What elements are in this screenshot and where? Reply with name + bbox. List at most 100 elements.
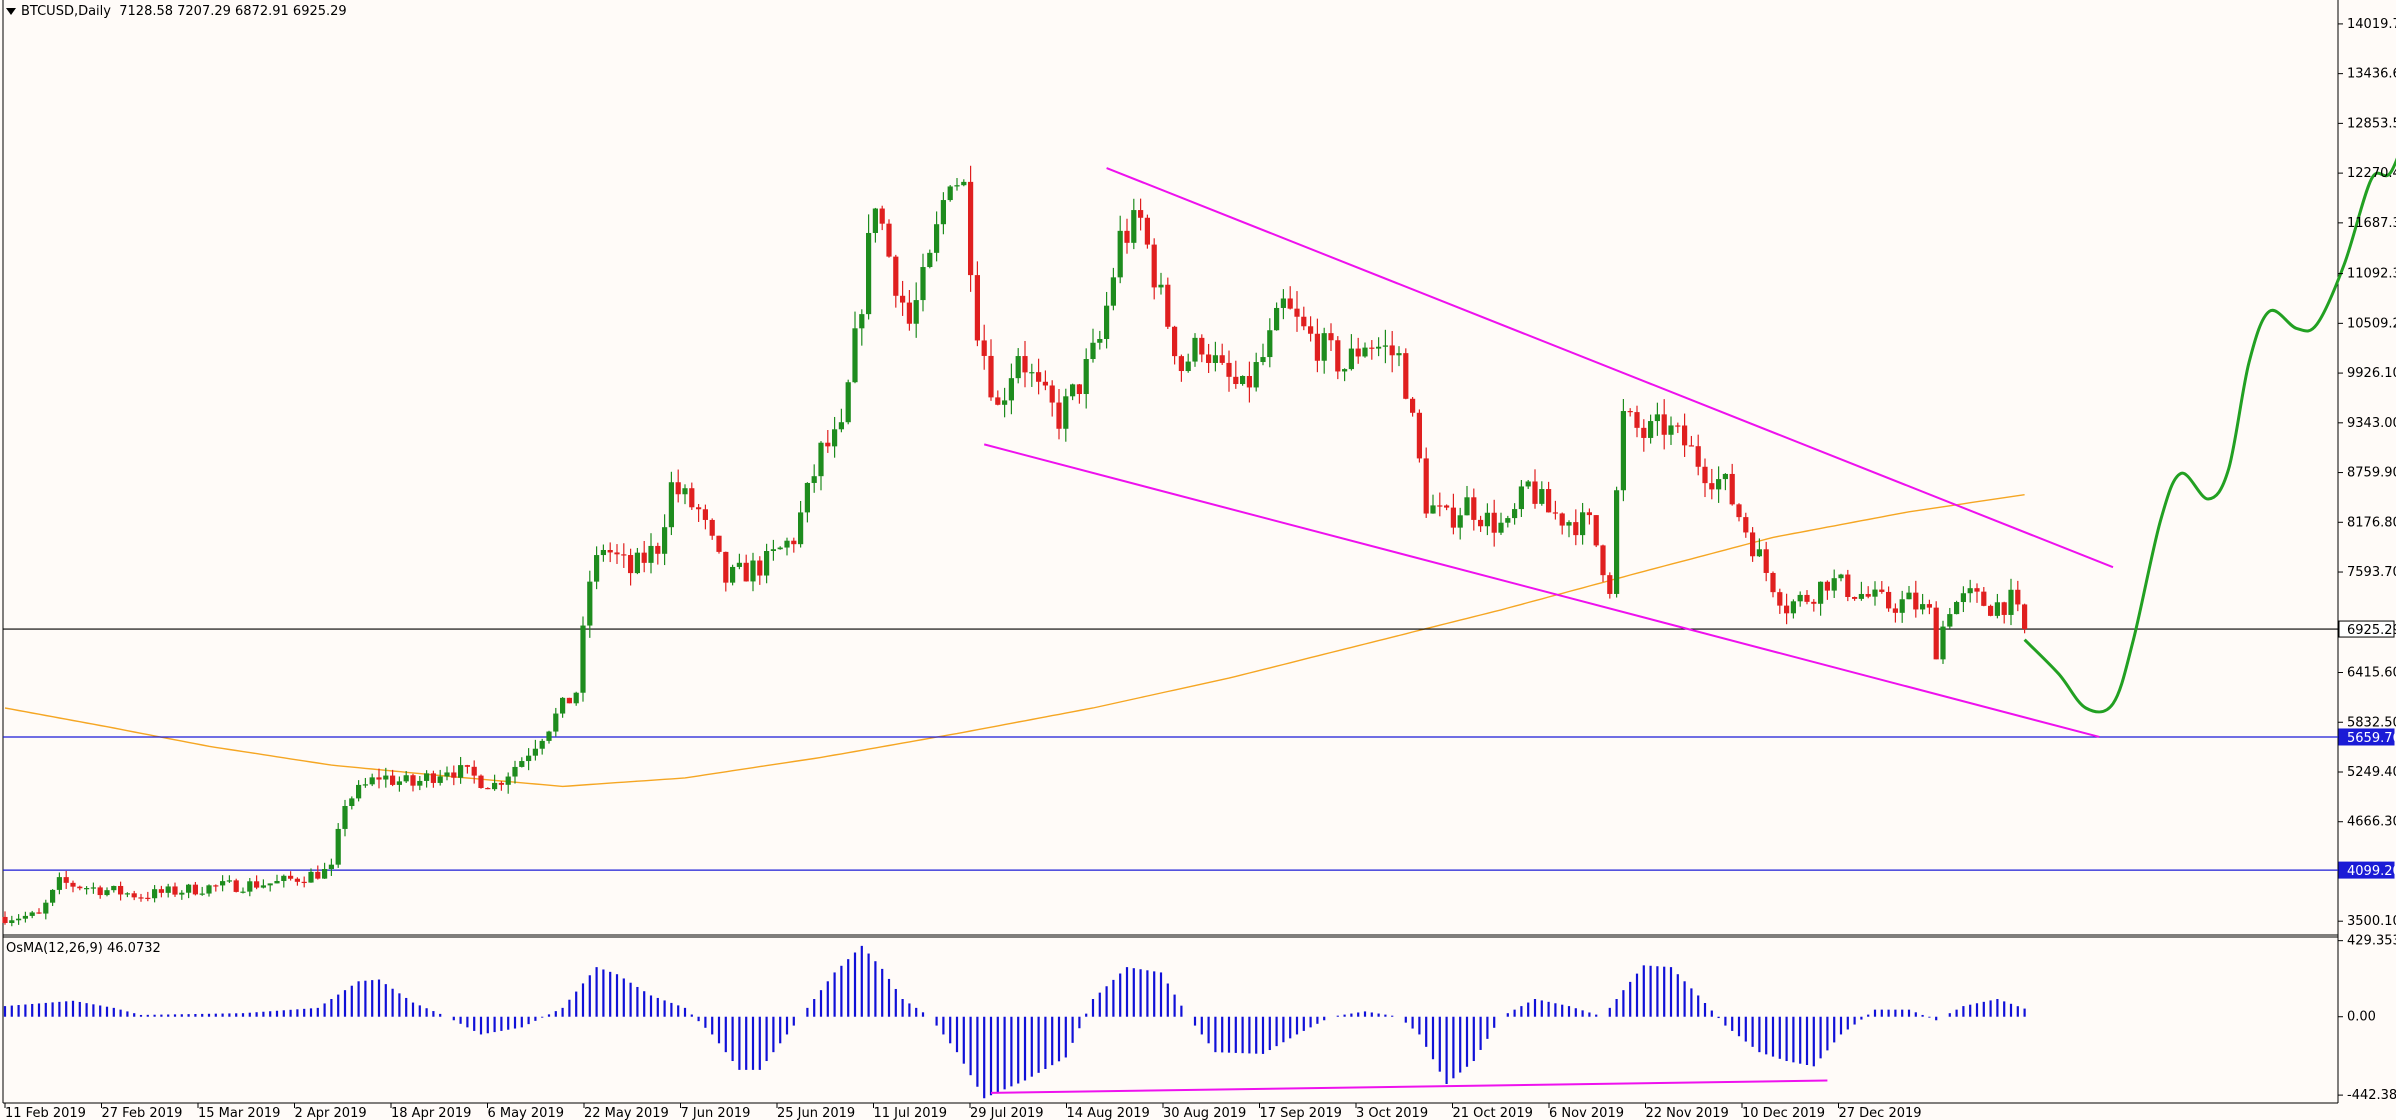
candle-body [519, 761, 525, 767]
candle-body [655, 545, 661, 554]
candle-body [1831, 578, 1837, 591]
candle-body [716, 535, 722, 552]
candle-body [1036, 372, 1042, 382]
candle-body [2001, 602, 2007, 615]
candle-body [1865, 593, 1871, 597]
osma-label: OsMA(12,26,9) 46.0732 [6, 941, 161, 956]
price-tick-label: 6415.60 [2347, 666, 2396, 681]
price-tick-label: 8176.80 [2347, 515, 2396, 530]
candle-body [1172, 326, 1178, 357]
candle-body [376, 777, 382, 780]
candle-body [1260, 357, 1266, 363]
candle-body [430, 773, 436, 783]
candle-body [1886, 591, 1892, 609]
candle-body [906, 302, 912, 324]
candle-body [1321, 333, 1327, 361]
osma-tick-label: -442.3844 [2347, 1088, 2396, 1103]
candle-body [1512, 509, 1518, 519]
candle-body [607, 549, 613, 553]
candle-body [308, 871, 314, 883]
candle-body [1104, 305, 1110, 339]
candle-body [478, 775, 484, 789]
candle-body [1702, 466, 1708, 484]
candle-body [879, 208, 885, 224]
candle-body [1138, 210, 1144, 218]
candle-body [1226, 362, 1232, 377]
candle-body [444, 772, 450, 777]
price-tag-box [2338, 620, 2395, 638]
candle-body [138, 897, 144, 899]
candle-body [1593, 515, 1599, 546]
candle-body [1525, 481, 1531, 487]
dropdown-arrow-icon[interactable] [6, 8, 16, 15]
candle-body [526, 755, 532, 762]
projection-path [2023, 157, 2396, 714]
candle-body [600, 549, 606, 556]
chart-symbol: BTCUSD,Daily [21, 4, 111, 19]
candle-body [1620, 411, 1626, 491]
date-axis: 11 Feb 2019 27 Feb 2019 15 Mar 2019 2 Apr 2… [4, 1103, 1922, 1120]
candle-body [1804, 594, 1810, 602]
candle-body [260, 885, 266, 888]
candle-body [1777, 592, 1783, 606]
candle-body [1342, 369, 1348, 372]
candle-body [1464, 497, 1470, 516]
candle-body [1852, 596, 1858, 599]
date-tick-label: 3 Oct 2019 [1356, 1106, 1428, 1120]
candle-body [750, 560, 756, 582]
candle-body [1906, 592, 1912, 600]
candle-body [492, 782, 498, 790]
candle-body [662, 527, 668, 554]
candle-body [145, 897, 151, 899]
candle-body [2015, 589, 2021, 605]
candle-body [63, 877, 69, 883]
candle-body [1403, 353, 1409, 399]
price-tag-label: 4099.20 [2347, 864, 2396, 879]
candle-body [1253, 362, 1259, 388]
price-tag-label: 6925.29 [2347, 623, 2396, 638]
candle-body [2, 916, 8, 923]
date-tick-label: 7 Jun 2019 [681, 1106, 751, 1120]
candle-body [532, 748, 538, 756]
candle-body [1131, 210, 1137, 243]
candle-body [22, 915, 28, 919]
chart-ohlc: 7128.58 7207.29 6872.91 6925.29 [119, 4, 347, 19]
price-tick-label: 13436.60 [2347, 67, 2396, 82]
candle-body [356, 784, 362, 799]
candle-body [845, 382, 851, 423]
ma-line [4, 494, 2025, 788]
candle-body [1294, 308, 1300, 317]
candle-body [1729, 473, 1735, 505]
candle-body [968, 181, 974, 276]
candle-body [1042, 381, 1048, 386]
candle-body [1580, 512, 1586, 536]
candle-body [84, 888, 90, 890]
candle-body [1926, 604, 1932, 608]
candle-body [403, 775, 409, 782]
candle-body [247, 881, 253, 892]
candle-body [437, 776, 443, 783]
candle-body [349, 798, 355, 806]
candle-body [1457, 515, 1463, 528]
chart-frame [2, 0, 2339, 1104]
candle-body [1974, 588, 1980, 592]
candle-body [16, 918, 22, 921]
candle-body [818, 442, 824, 477]
candle-body [1879, 589, 1885, 592]
candle-body [900, 295, 906, 303]
candle-body [566, 697, 572, 704]
candle-body [1056, 402, 1062, 429]
candle-body [1144, 217, 1150, 245]
candle-body [764, 551, 770, 576]
candle-body [240, 891, 246, 893]
candle-body [1661, 414, 1667, 435]
price-tick-label: 12853.55 [2347, 116, 2396, 131]
candle-body [1301, 316, 1307, 327]
moving-average-line [4, 494, 2025, 788]
candle-body [498, 782, 504, 785]
candle-body [464, 765, 470, 767]
candle-body [1450, 507, 1456, 528]
candle-body [723, 551, 729, 583]
candle-body [1940, 626, 1946, 660]
